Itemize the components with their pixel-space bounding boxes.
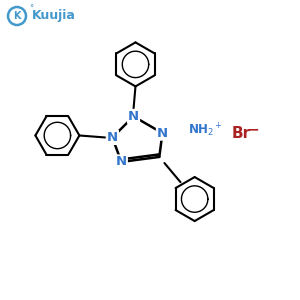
Text: N: N (116, 155, 127, 168)
Text: N: N (107, 131, 118, 144)
Text: NH$_2$$^+$: NH$_2$$^+$ (188, 122, 223, 139)
Text: °: ° (29, 4, 33, 14)
Text: N: N (157, 127, 168, 140)
Text: Kuujia: Kuujia (32, 10, 76, 22)
Text: −: − (248, 122, 260, 136)
Text: K: K (13, 11, 21, 21)
Text: Br: Br (232, 125, 251, 140)
Text: N: N (128, 110, 139, 123)
